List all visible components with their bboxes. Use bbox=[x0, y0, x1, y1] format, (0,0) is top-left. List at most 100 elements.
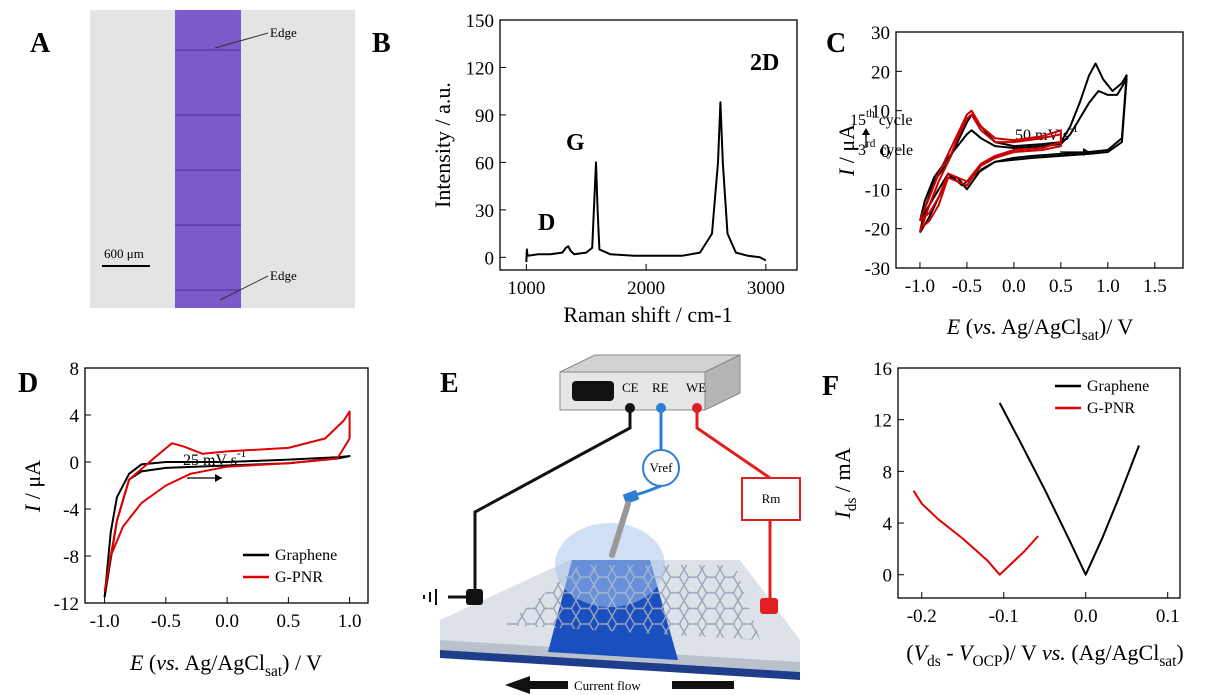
data-line bbox=[998, 402, 1140, 576]
y-tick-label: 30 bbox=[871, 23, 890, 44]
legend-label: Graphene bbox=[1087, 378, 1149, 395]
panel-letter: D bbox=[18, 368, 38, 399]
y-tick-label: 150 bbox=[466, 11, 495, 32]
x-tick-label: 2000 bbox=[627, 278, 665, 299]
vref-label: Vref bbox=[649, 460, 673, 475]
stripe-lines bbox=[175, 49, 241, 291]
x-tick-label: -0.2 bbox=[907, 606, 937, 627]
scale-label: 600 μm bbox=[104, 246, 144, 261]
panel-a: A Edge Edge 600 μm bbox=[30, 10, 355, 308]
y-tick-label: 30 bbox=[475, 201, 494, 222]
y-tick-label: 10 bbox=[871, 102, 890, 123]
text-part: ( bbox=[960, 314, 973, 339]
y-tick-label: 0 bbox=[881, 141, 891, 162]
data-line bbox=[103, 410, 351, 592]
text-part: 15 bbox=[850, 112, 866, 129]
panel-letter: A bbox=[30, 28, 51, 59]
plot-frame bbox=[499, 19, 798, 271]
panel-letter: C bbox=[826, 28, 846, 59]
text-part: ( bbox=[906, 640, 913, 665]
x-tick-label: -0.1 bbox=[989, 606, 1019, 627]
x-tick-label: 0.0 bbox=[215, 611, 239, 632]
panel-e: E CE RE WE Vref Rm Current fl bbox=[423, 354, 801, 694]
y-tick-label: 0 bbox=[70, 453, 80, 474]
text-part: )/ V bbox=[1099, 314, 1134, 339]
y-axis-label: Ids / mA bbox=[830, 447, 860, 519]
terminal bbox=[656, 403, 666, 413]
text-part: Raman shift / cm-1 bbox=[563, 302, 732, 327]
y-tick-label: -4 bbox=[63, 500, 79, 521]
terminal-label: RE bbox=[652, 380, 669, 395]
y-tick-label: -8 bbox=[63, 547, 79, 568]
text-part: Intensity / a.u. bbox=[430, 82, 455, 208]
x-tick-label: 1000 bbox=[507, 278, 545, 299]
rm-label: Rm bbox=[762, 491, 781, 506]
text-part: Ag/AgCl bbox=[997, 314, 1082, 339]
stripe bbox=[175, 10, 241, 308]
x-tick-label: 0.0 bbox=[1074, 606, 1098, 627]
y-tick-label: 60 bbox=[475, 153, 494, 174]
panel-letter: E bbox=[440, 368, 459, 399]
arrow-head bbox=[215, 474, 222, 482]
y-tick-label: 8 bbox=[883, 462, 893, 483]
y-axis-label: I / μA bbox=[20, 460, 45, 513]
re-electrode bbox=[622, 489, 640, 505]
y-axis-label: Intensity / a.u. bbox=[430, 82, 455, 208]
annotation: Edge bbox=[270, 25, 297, 40]
text-part: ) bbox=[1176, 640, 1183, 665]
text-part: / mA bbox=[830, 447, 855, 497]
legend-label: G-PNR bbox=[1087, 400, 1135, 417]
droplet bbox=[555, 523, 665, 607]
text-part: I bbox=[20, 503, 45, 513]
y-tick-label: 16 bbox=[873, 359, 892, 380]
y-axis-label: I / μA bbox=[834, 124, 859, 177]
data-line bbox=[912, 490, 1039, 576]
text-part: V bbox=[914, 640, 930, 665]
annotation: D bbox=[538, 210, 555, 236]
x-tick-label: -0.5 bbox=[151, 611, 181, 632]
plot-frame bbox=[897, 367, 1181, 599]
text-part: - bbox=[941, 640, 959, 665]
y-tick-label: 120 bbox=[466, 58, 495, 79]
rm-meter bbox=[741, 477, 801, 521]
text-part: rd bbox=[866, 138, 876, 150]
terminal bbox=[625, 403, 635, 413]
text-part: ds bbox=[927, 653, 941, 670]
text-part: 2D bbox=[750, 50, 779, 76]
panel-letter: B bbox=[372, 28, 391, 59]
text-part: vs. bbox=[156, 650, 180, 675]
y-tick-label: 0 bbox=[485, 248, 495, 269]
plot-frame bbox=[84, 367, 369, 604]
text-part: I bbox=[834, 167, 859, 177]
y-tick-label: 20 bbox=[871, 62, 890, 83]
data-line bbox=[919, 109, 1062, 222]
we-wire bbox=[695, 408, 771, 480]
x-tick-label: 1.0 bbox=[1096, 276, 1120, 297]
text-part: D bbox=[538, 210, 555, 236]
x-tick-label: -1.0 bbox=[905, 276, 935, 297]
text-part: sat bbox=[1159, 653, 1177, 670]
annotation: 2D bbox=[750, 50, 779, 76]
y-tick-label: -10 bbox=[865, 180, 890, 201]
arrow-head bbox=[505, 676, 530, 694]
x-tick-label: 0.0 bbox=[1002, 276, 1026, 297]
text-part: V bbox=[959, 640, 975, 665]
y-tick-label: 4 bbox=[883, 514, 893, 535]
reference-tip bbox=[609, 501, 631, 558]
text-part: )/ V bbox=[1002, 640, 1042, 665]
instrument-side bbox=[704, 354, 741, 411]
we-electrode bbox=[760, 598, 778, 614]
y-tick-label: 8 bbox=[70, 359, 80, 380]
annotation: 15th cycle bbox=[850, 108, 912, 129]
legend-label: Graphene bbox=[275, 547, 337, 564]
substrate-base bbox=[440, 650, 800, 680]
terminal bbox=[692, 403, 702, 413]
text-part: G bbox=[566, 130, 585, 156]
x-tick-label: 1.5 bbox=[1143, 276, 1167, 297]
text-part: th bbox=[866, 108, 875, 120]
x-tick-label: -1.0 bbox=[90, 611, 120, 632]
x-axis-label: E (vs. Ag/AgClsat) / V bbox=[129, 650, 322, 680]
y-tick-label: -12 bbox=[54, 594, 79, 615]
display bbox=[572, 381, 614, 401]
y-tick-label: 4 bbox=[70, 406, 80, 427]
